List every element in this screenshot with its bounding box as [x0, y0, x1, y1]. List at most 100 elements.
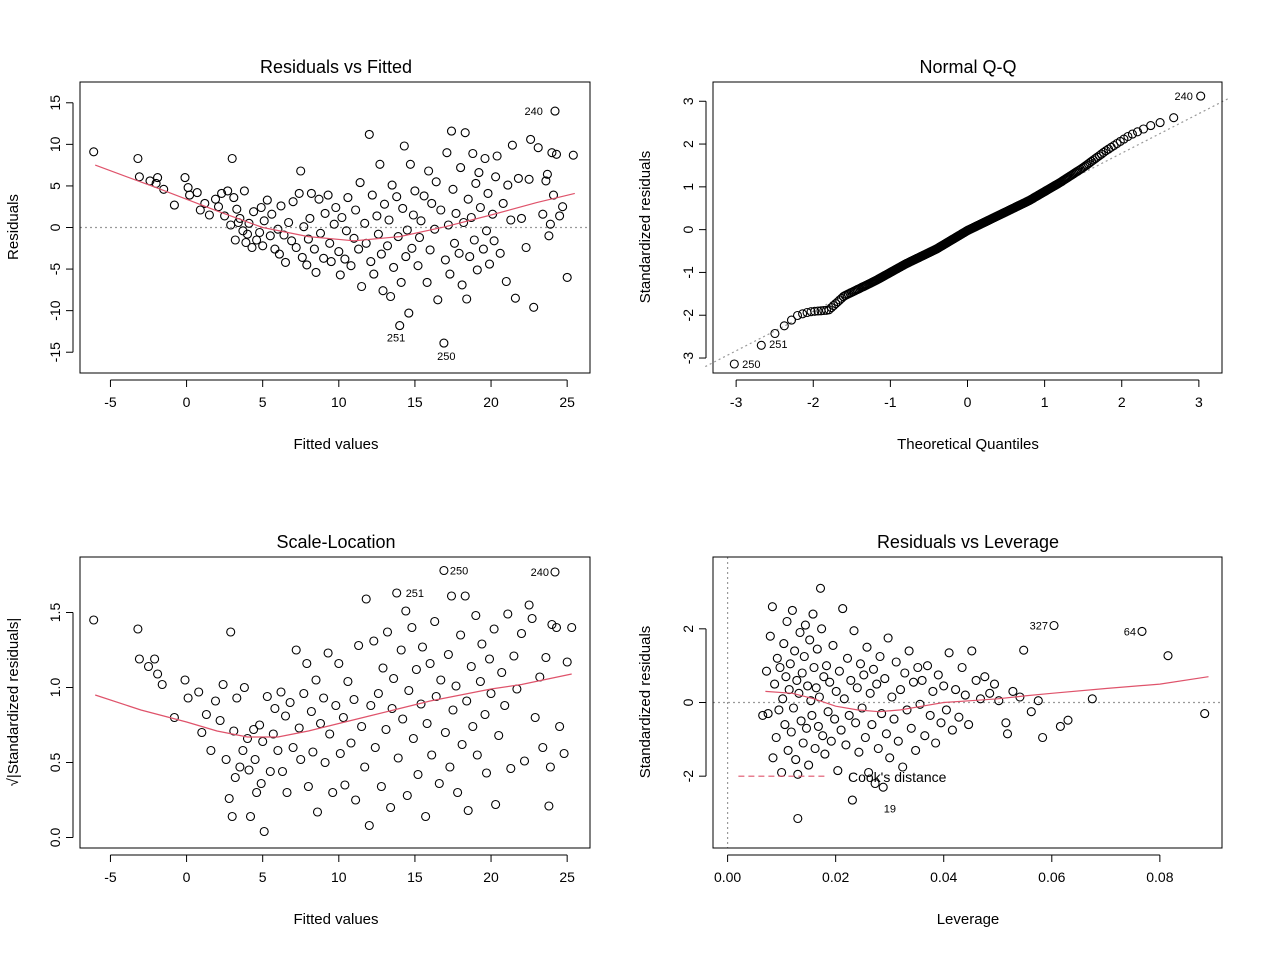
data-point	[349, 694, 359, 705]
data-point	[833, 766, 843, 776]
data-point	[354, 244, 364, 254]
data-point	[446, 126, 457, 136]
data-point	[439, 565, 449, 576]
data-point	[533, 143, 543, 153]
data-point	[782, 616, 792, 627]
data-point	[267, 209, 277, 219]
data-point	[908, 677, 919, 687]
data-point	[401, 252, 411, 262]
data-point	[153, 669, 163, 679]
data-point	[761, 666, 772, 676]
data-point	[270, 244, 280, 254]
data-point	[320, 757, 330, 768]
data-point	[887, 692, 897, 702]
data-point	[484, 654, 495, 664]
data-point	[939, 681, 949, 691]
data-point	[413, 769, 423, 780]
data-point	[449, 238, 460, 248]
data-point	[507, 140, 517, 150]
data-point	[343, 193, 353, 203]
data-point	[218, 679, 228, 690]
data-point	[506, 763, 516, 774]
data-point	[398, 203, 408, 213]
data-point	[788, 703, 799, 713]
data-point	[768, 753, 778, 763]
data-point	[486, 688, 496, 699]
data-point	[491, 799, 501, 810]
data-point	[150, 654, 160, 664]
data-point	[503, 180, 513, 190]
data-point	[1008, 686, 1018, 696]
y-tick-label: -5	[47, 263, 63, 276]
x-tick-label: -1	[884, 394, 897, 410]
data-point	[883, 633, 893, 643]
data-point	[544, 231, 554, 241]
data-point	[989, 679, 1000, 689]
smoother-line	[94, 164, 575, 242]
data-point	[954, 712, 964, 722]
data-point	[396, 645, 406, 655]
data-point	[265, 231, 275, 241]
data-point	[834, 666, 844, 676]
data-point	[1049, 620, 1059, 631]
data-point	[483, 188, 493, 198]
point-label: 251	[387, 333, 405, 345]
data-point	[545, 762, 555, 772]
x-tick-label: 3	[1195, 394, 1203, 410]
data-point	[276, 201, 286, 211]
data-point	[329, 219, 339, 229]
data-point	[475, 676, 485, 687]
data-point	[279, 230, 289, 240]
data-point	[331, 202, 341, 213]
data-point	[133, 153, 143, 164]
data-point	[1033, 696, 1043, 706]
data-point	[427, 750, 437, 760]
data-point	[906, 723, 916, 733]
data-point	[399, 141, 409, 151]
x-tick-label: 0	[964, 394, 972, 410]
data-point	[180, 173, 190, 183]
data-point	[480, 153, 490, 164]
data-point	[826, 736, 836, 746]
data-point	[462, 696, 472, 706]
data-point	[445, 762, 455, 772]
data-point	[808, 609, 818, 619]
data-point	[791, 755, 801, 765]
data-point	[830, 714, 840, 724]
data-point	[401, 606, 411, 616]
panel-residuals-vs-leverage: Residuals vs Leverage Leverage Standardi…	[637, 532, 1223, 928]
data-point	[922, 661, 933, 671]
data-point	[210, 696, 221, 706]
y-tick-label: 0	[680, 698, 696, 706]
data-point	[315, 228, 326, 238]
data-point	[506, 215, 516, 225]
data-point	[252, 235, 262, 245]
data-point	[500, 700, 510, 711]
data-point	[489, 624, 499, 634]
point-label: 251	[769, 339, 787, 351]
data-point	[421, 811, 431, 822]
data-point	[379, 199, 390, 209]
x-tick-label: 15	[407, 394, 423, 410]
data-point	[468, 148, 478, 159]
data-point	[917, 675, 927, 685]
data-point	[865, 688, 875, 698]
data-point	[256, 202, 266, 213]
data-point	[898, 762, 908, 772]
data-point	[378, 286, 388, 296]
cooks-distance-label: Cook's distance	[848, 769, 947, 785]
data-point	[475, 202, 485, 213]
data-point	[232, 693, 242, 703]
data-point	[881, 729, 891, 739]
data-point	[960, 690, 970, 700]
data-point	[806, 307, 816, 317]
data-point	[311, 267, 321, 277]
chart-title: Scale-Location	[276, 532, 395, 552]
data-point	[255, 720, 265, 730]
y-tick-label: 3	[680, 97, 696, 105]
data-point	[291, 645, 301, 655]
data-point	[419, 191, 429, 201]
data-point	[729, 359, 739, 369]
data-point	[792, 310, 803, 321]
data-point	[466, 212, 476, 223]
